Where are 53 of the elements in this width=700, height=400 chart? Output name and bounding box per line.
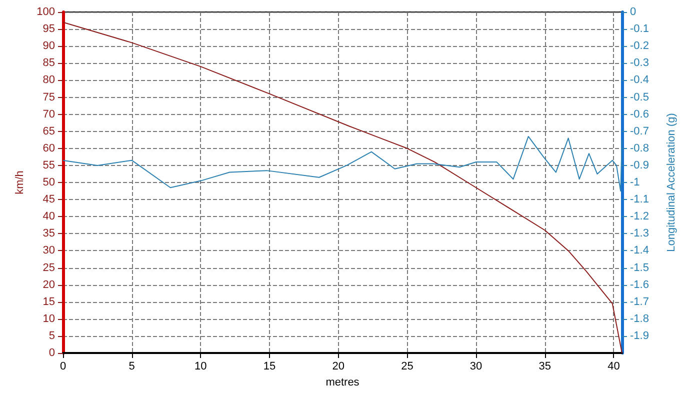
y2-tick-label: -0.8 bbox=[630, 142, 649, 154]
y-axis-title: km/h bbox=[14, 170, 26, 194]
y-tick-label: 80 bbox=[42, 74, 55, 86]
y-tick-label: 35 bbox=[42, 228, 55, 240]
y2-tick-label: -1 bbox=[630, 176, 640, 188]
y2-tick-label: -1.7 bbox=[630, 296, 649, 308]
y2-tick-label: -0.5 bbox=[630, 91, 649, 104]
y2-tick-label: -1.4 bbox=[630, 244, 649, 257]
y2-tick-label: -0.4 bbox=[630, 74, 649, 86]
x-axis-title: metres bbox=[326, 376, 360, 388]
y2-tick-label: -0.6 bbox=[630, 108, 649, 120]
y-tick-label: 65 bbox=[42, 125, 55, 138]
y2-tick-label: -0.3 bbox=[630, 57, 649, 70]
y2-tick-label: -0.7 bbox=[630, 125, 649, 138]
y-tick-label: 25 bbox=[42, 262, 55, 274]
x-tick-label: 40 bbox=[608, 360, 620, 372]
y2-tick-label: -1.1 bbox=[630, 194, 649, 206]
y2-tick-label: 0 bbox=[630, 6, 636, 18]
y-tick-label: 95 bbox=[42, 23, 55, 36]
y-tick-label: 30 bbox=[42, 244, 55, 257]
x-tick-label: 30 bbox=[470, 360, 482, 372]
y-tick-label: 75 bbox=[42, 91, 55, 104]
y-tick-label: 0 bbox=[48, 347, 55, 359]
y2-tick-label: -1.5 bbox=[630, 262, 649, 274]
x-tick-label: 15 bbox=[263, 360, 276, 372]
y2-tick-label: -1.8 bbox=[630, 312, 649, 325]
y-tick-label: 55 bbox=[42, 159, 55, 172]
y-tick-label: 70 bbox=[42, 108, 55, 120]
y-tick-label: 50 bbox=[42, 176, 55, 188]
y2-tick-label: -0.9 bbox=[630, 159, 649, 172]
x-tick-label: 0 bbox=[60, 360, 66, 372]
x-tick-label: 5 bbox=[128, 360, 135, 372]
y2-tick-label: -1.9 bbox=[630, 330, 649, 342]
y-tick-label: 100 bbox=[36, 6, 55, 18]
y2-axis-title: Longitudinal Acceleration (g) bbox=[666, 113, 678, 252]
y2-tick-label: -1.3 bbox=[630, 228, 649, 240]
y-tick-label: 20 bbox=[42, 278, 55, 291]
y-tick-label: 60 bbox=[42, 142, 55, 154]
y-tick-label: 85 bbox=[42, 57, 55, 70]
y-tick-label: 15 bbox=[42, 296, 55, 308]
x-tick-label: 20 bbox=[332, 360, 344, 372]
x-tick-label: 35 bbox=[538, 360, 552, 372]
y2-tick-label: -0.2 bbox=[630, 40, 649, 52]
y-tick-label: 45 bbox=[42, 194, 55, 206]
y-tick-label: 90 bbox=[42, 40, 55, 52]
y-tick-label: 10 bbox=[42, 312, 55, 325]
y2-tick-label: -1.2 bbox=[630, 210, 649, 223]
y-tick-label: 40 bbox=[42, 210, 55, 223]
y2-tick-label: -1.6 bbox=[630, 278, 649, 291]
x-tick-label: 25 bbox=[401, 360, 414, 372]
y2-tick-label: -0.1 bbox=[630, 23, 649, 36]
y-tick-label: 5 bbox=[48, 330, 55, 342]
x-tick-label: 10 bbox=[194, 360, 207, 372]
